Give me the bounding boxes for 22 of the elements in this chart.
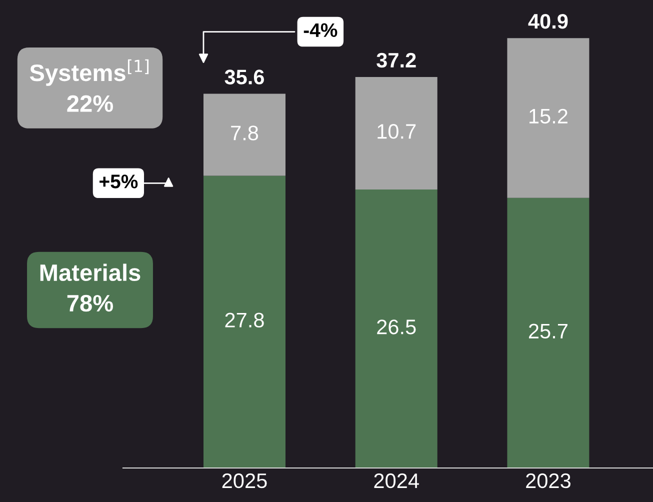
data-label: 25.7 [528,324,568,339]
x-tick-label: 2025 [222,473,267,488]
total-label: 37.2 [376,52,416,68]
data-label: 7.8 [231,126,258,140]
bar [203,176,286,468]
total-label: 40.9 [528,14,568,29]
bar [507,38,590,198]
annotation: +5% [100,174,138,188]
data-label: 15.2 [530,108,568,124]
data-label: 10.7 [378,124,416,139]
x-tick-label: 2023 [526,473,570,488]
data-label: 26.5 [377,320,416,334]
bar [507,198,590,468]
bar [355,76,438,190]
data-label: 27.8 [225,312,264,328]
text: Materials 78% [40,264,140,312]
text: Systems$^{[1]}$ 22% [30,59,149,112]
total-label: 35.6 [224,70,264,84]
x-tick-label: 2024 [374,473,419,488]
bar [355,189,438,468]
bar [203,94,286,176]
text: -4% [304,23,338,37]
